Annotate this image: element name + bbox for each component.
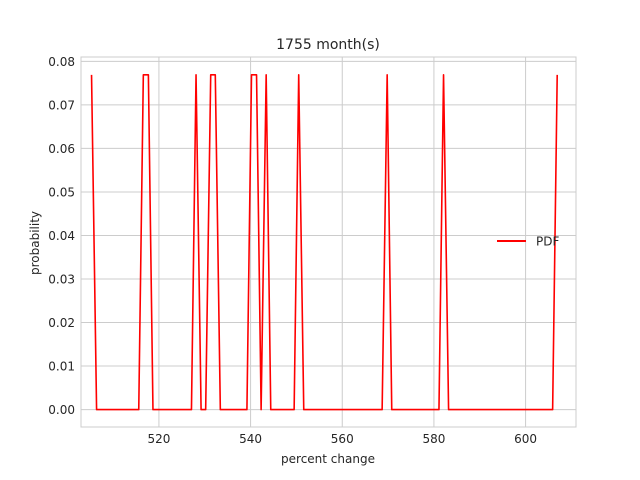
x-tick-label: 600 — [514, 432, 537, 446]
legend-label-pdf: PDF — [536, 235, 559, 249]
y-tick-label: 0.03 — [48, 273, 75, 287]
y-tick-label: 0.05 — [48, 185, 75, 199]
x-tick-label: 580 — [422, 432, 445, 446]
y-tick-label: 0.04 — [48, 229, 75, 243]
x-tick-label: 540 — [239, 432, 262, 446]
y-axis-title: probability — [28, 211, 42, 275]
x-axis-title: percent change — [281, 452, 375, 466]
y-tick-label: 0.01 — [48, 360, 75, 374]
chart-title: 1755 month(s) — [276, 37, 380, 53]
y-tick-label: 0.00 — [48, 403, 75, 417]
x-tick-label: 560 — [331, 432, 354, 446]
y-tick-labels: 0.00 0.01 0.02 0.03 0.04 0.05 0.06 0.07 0.08 — [48, 55, 75, 417]
x-tick-label: 520 — [147, 432, 170, 446]
y-tick-label: 0.07 — [48, 98, 75, 112]
y-tick-label: 0.02 — [48, 316, 75, 330]
y-tick-label: 0.08 — [48, 55, 75, 69]
y-tick-label: 0.06 — [48, 142, 75, 156]
